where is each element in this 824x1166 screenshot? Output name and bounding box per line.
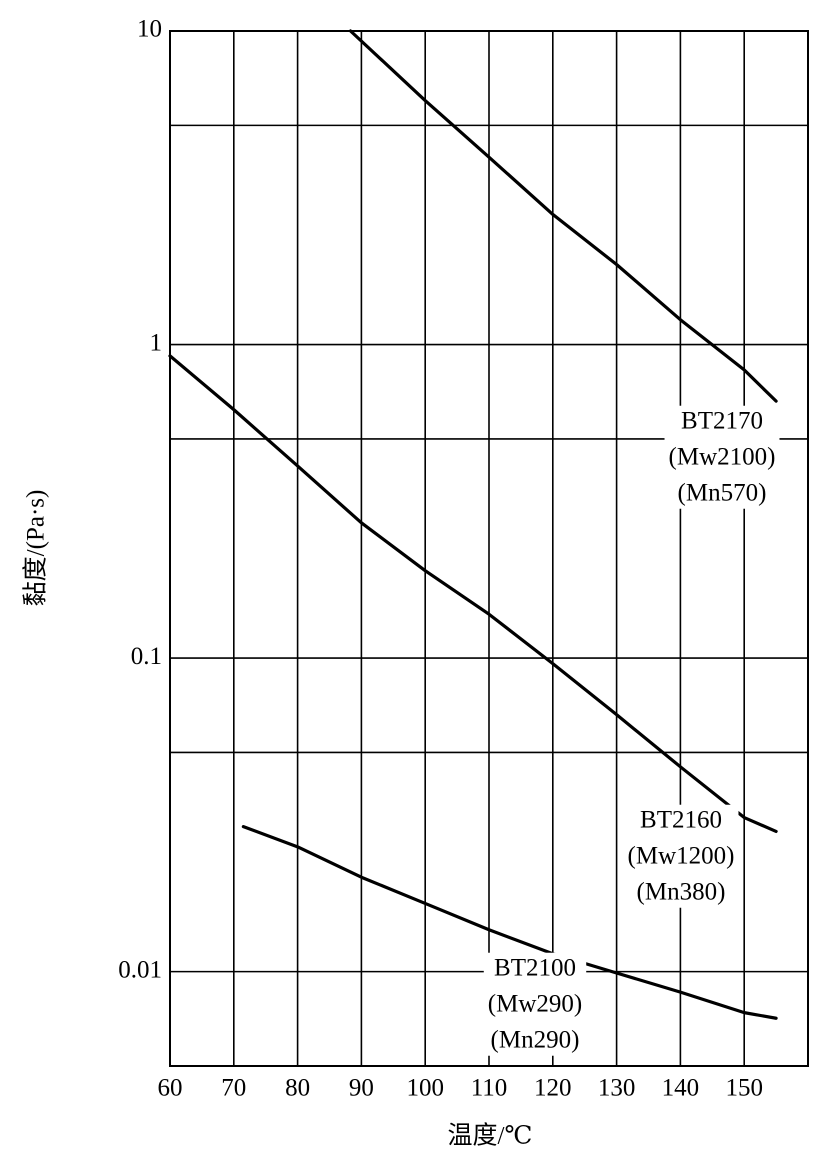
label-background xyxy=(664,405,780,509)
x-tick-label: 140 xyxy=(662,1075,700,1102)
x-tick-label: 100 xyxy=(406,1075,444,1102)
line-series xyxy=(348,29,778,403)
series-note: (Mw1200) xyxy=(628,843,735,870)
x-tick-label: 80 xyxy=(285,1075,310,1102)
x-tick-label: 60 xyxy=(158,1075,183,1102)
series-note: (Mn380) xyxy=(637,879,726,906)
series-name: BT2170 xyxy=(681,408,763,435)
label-background xyxy=(483,952,587,1056)
y-tick-label: 10 xyxy=(137,16,162,43)
line-series xyxy=(241,825,778,1020)
x-axis-label: 温度/℃ xyxy=(448,1122,533,1150)
series-name: BT2160 xyxy=(640,807,722,834)
x-tick-label: 150 xyxy=(725,1075,763,1102)
series-label: BT2160 (Mw1200) (Mn380) xyxy=(623,804,739,908)
line-series xyxy=(168,354,778,834)
label-background xyxy=(623,804,739,908)
y-tick-label: 0.1 xyxy=(131,643,162,670)
series-note: (Mn570) xyxy=(678,480,767,507)
series-label: BT2170 (Mw2100) (Mn570) xyxy=(664,405,780,509)
y-axis-label: 黏度/(Pa·s) xyxy=(22,490,50,607)
series-note: (Mw290) xyxy=(488,991,582,1018)
x-tick-label: 110 xyxy=(471,1075,508,1102)
x-tick-label: 130 xyxy=(598,1075,636,1102)
grid xyxy=(169,30,808,1066)
series-note: (Mn290) xyxy=(491,1027,580,1054)
y-tick-label: 1 xyxy=(150,329,163,356)
series-label: BT2100 (Mw290) (Mn290) xyxy=(483,952,587,1056)
x-tick-label: 70 xyxy=(221,1075,246,1102)
x-tick-label: 90 xyxy=(349,1075,374,1102)
plot-frame xyxy=(169,30,809,1067)
series-name: BT2100 xyxy=(494,955,576,982)
y-tick-label: 0.01 xyxy=(118,956,162,983)
series-note: (Mw2100) xyxy=(669,444,776,471)
x-tick-label: 120 xyxy=(534,1075,572,1102)
